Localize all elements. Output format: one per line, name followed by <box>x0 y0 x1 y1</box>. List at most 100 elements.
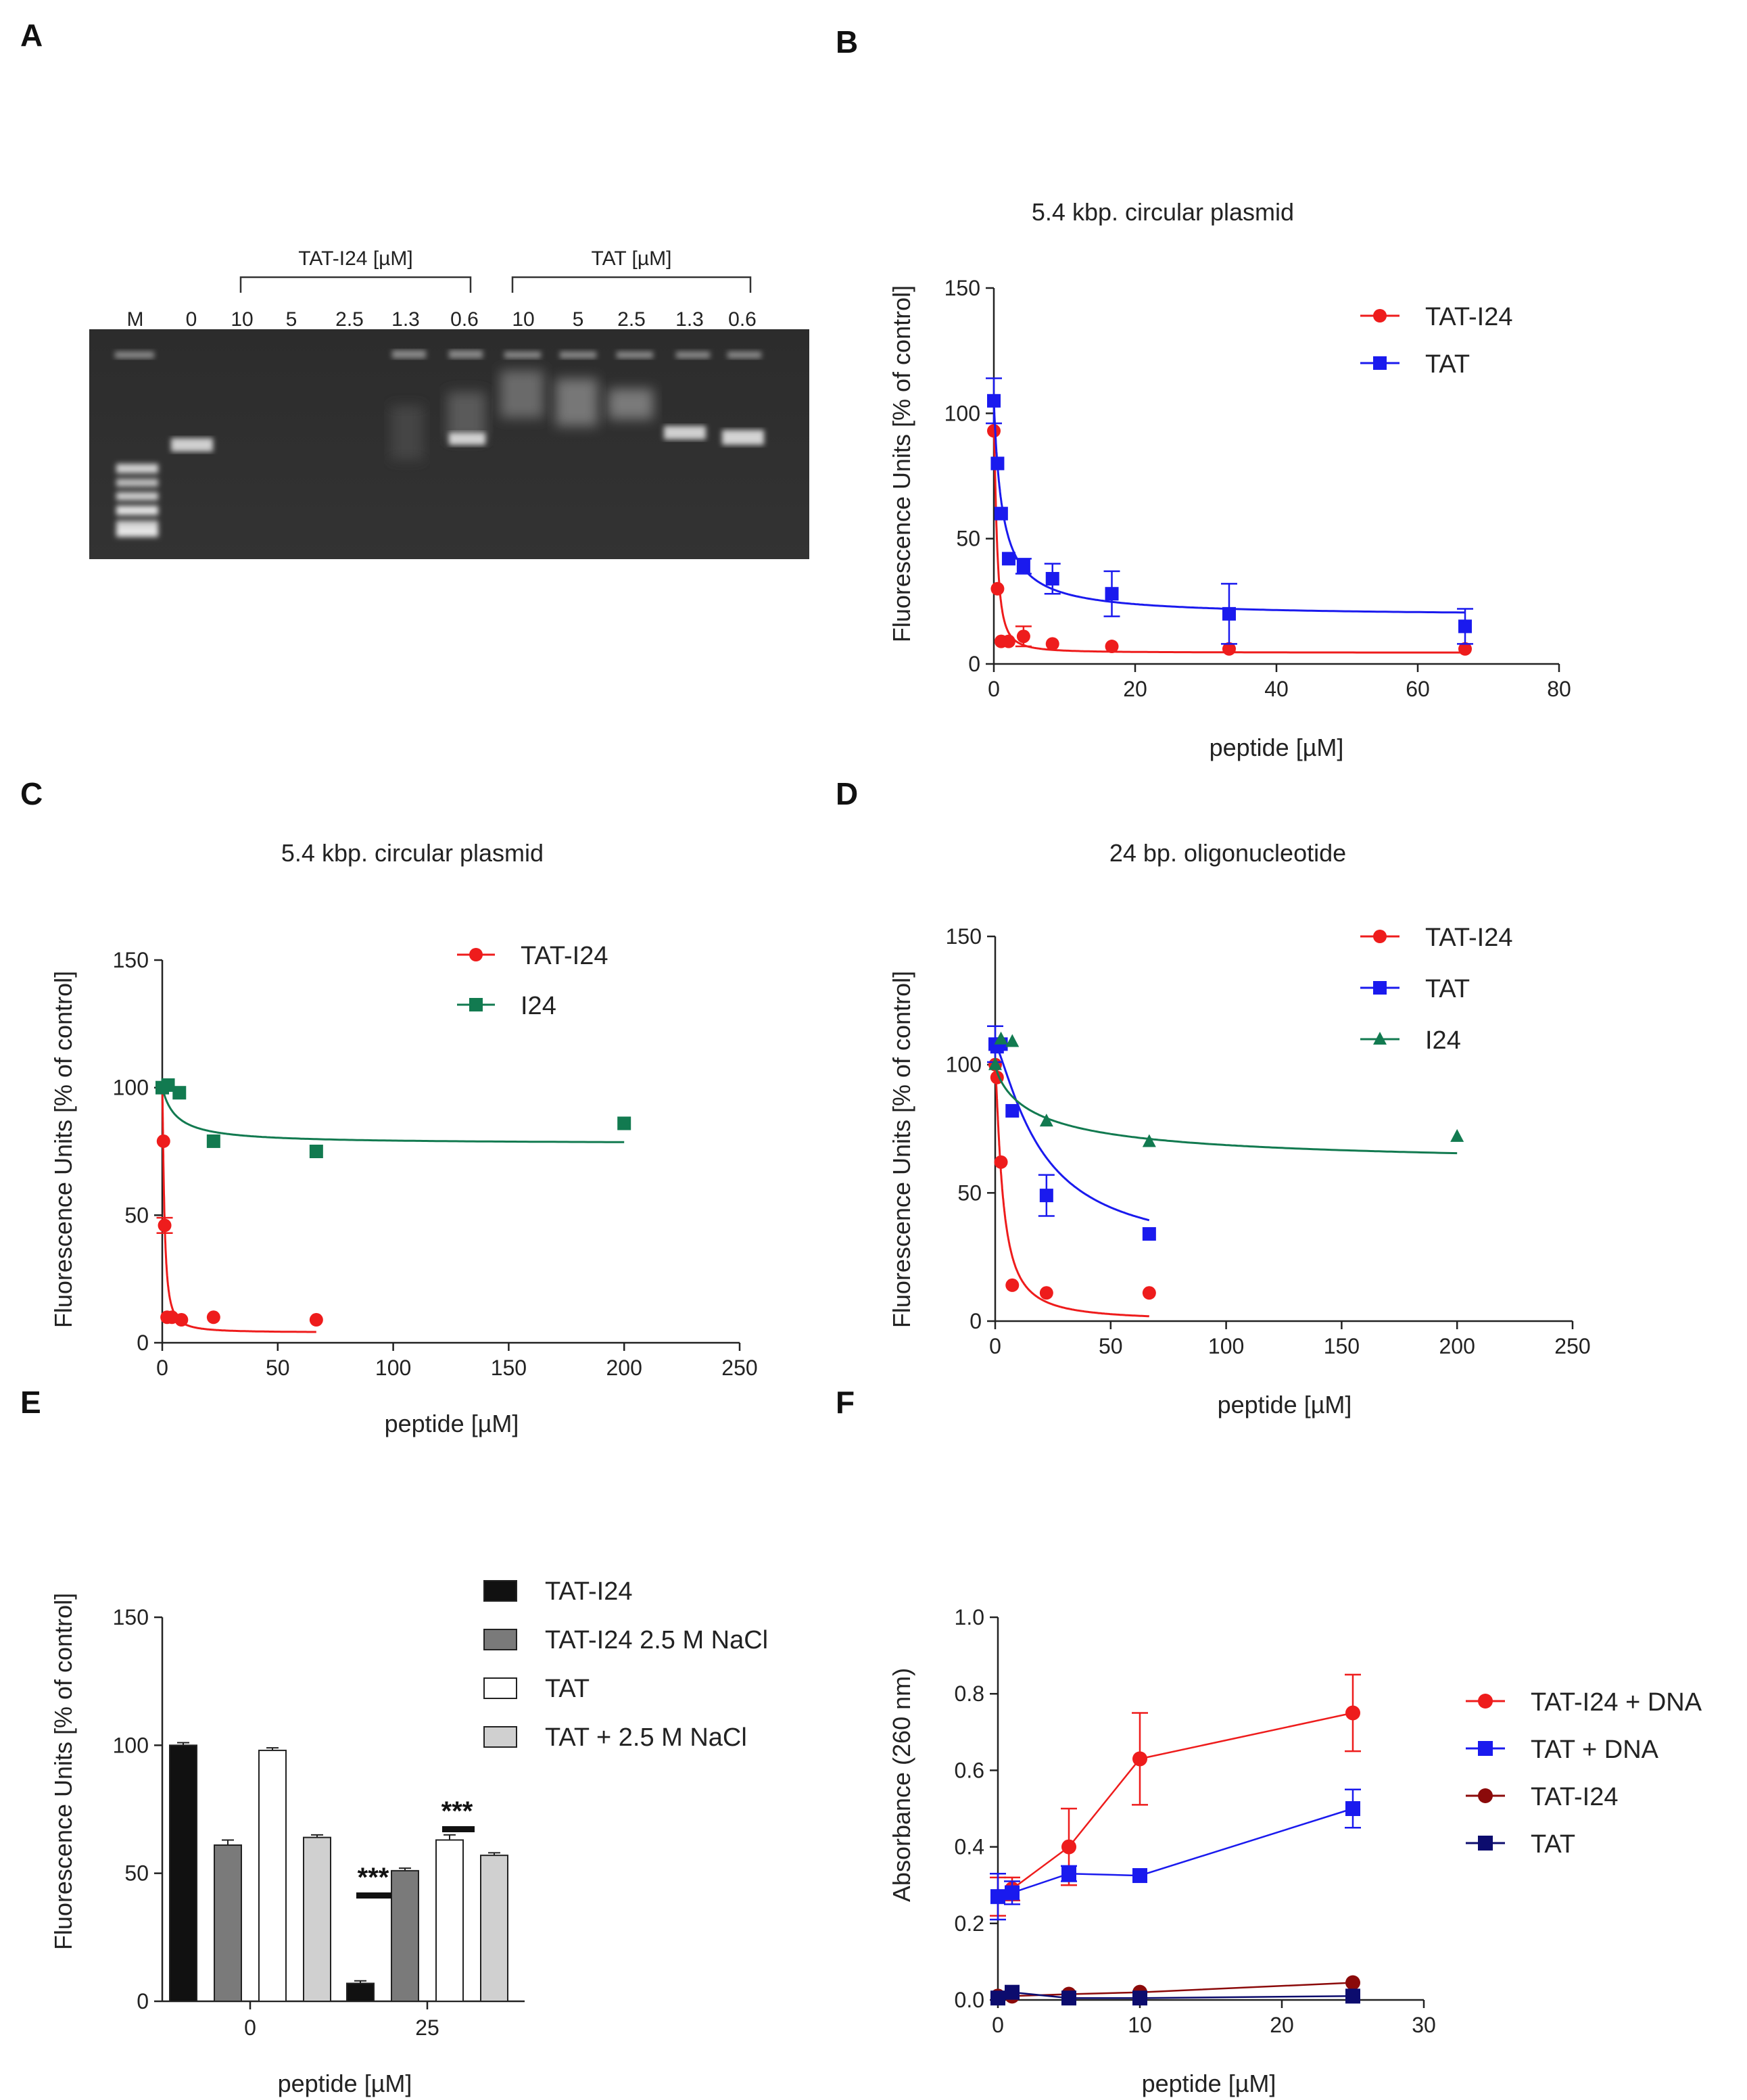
data-point <box>1345 1801 1360 1816</box>
data-point <box>1039 1114 1053 1127</box>
y-tick-label: 50 <box>957 1180 982 1205</box>
legend-label: TAT <box>1425 975 1470 1003</box>
legend-swatch <box>483 1580 517 1602</box>
data-point <box>156 1134 170 1148</box>
x-tick-label: 40 <box>1264 677 1289 701</box>
legend-marker <box>469 998 483 1011</box>
data-point <box>1005 1278 1020 1292</box>
chart-d: 24 bp. oligonucleotide Fluorescence Unit… <box>888 839 1591 1418</box>
chart-d-xlabel: peptide [µM] <box>1218 1391 1352 1418</box>
legend-label: TAT-I24 <box>545 1577 633 1606</box>
significance-bar <box>356 1892 391 1899</box>
significance-bar <box>442 1826 475 1832</box>
panel-letter-a: A <box>20 18 43 53</box>
fit-curve <box>992 400 1465 614</box>
data-point <box>1132 1868 1147 1884</box>
series-line <box>997 1712 1354 1898</box>
x-tick-label: 200 <box>606 1356 642 1380</box>
y-tick-label: 50 <box>124 1861 149 1886</box>
x-tick-label: 0 <box>992 2013 1004 2037</box>
data-point <box>1458 642 1473 656</box>
bar <box>346 1982 375 2003</box>
legend-label: TAT + DNA <box>1531 1736 1659 1764</box>
chart-c: 5.4 kbp. circular plasmid Fluorescence U… <box>49 839 758 1437</box>
data-point <box>1061 1866 1076 1882</box>
legend-label: TAT + 2.5 M NaCl <box>545 1723 747 1752</box>
y-tick-label: 100 <box>113 1076 149 1100</box>
lane-label: 0 <box>186 308 197 331</box>
legend-label: I24 <box>521 992 556 1020</box>
y-tick-label: 0 <box>137 1331 149 1355</box>
chart-c-xlabel: peptide [µM] <box>385 1410 519 1437</box>
lane-label: 5 <box>286 308 297 331</box>
chart-f-xlabel: peptide [µM] <box>1142 2070 1276 2097</box>
x-tick-label: 0 <box>989 1334 1001 1358</box>
lane-label: 10 <box>512 308 534 331</box>
legend-label: I24 <box>1425 1026 1461 1055</box>
panel-a-gel: TAT-I24 [µM] TAT [µM] M 0 10 5 2.5 1.3 0… <box>89 247 809 559</box>
bar <box>258 1749 287 2003</box>
x-tick-label: 60 <box>1406 677 1430 701</box>
lane-label: 2.5 <box>335 308 364 331</box>
x-tick-label: 80 <box>1547 677 1571 701</box>
tat-bracket <box>511 276 752 293</box>
data-point <box>994 506 1008 521</box>
x-tick-label: 150 <box>491 1356 527 1380</box>
data-point <box>990 1990 1005 2006</box>
data-point <box>994 1155 1008 1169</box>
legend-label: TAT-I24 <box>1425 924 1513 952</box>
y-tick-label: 0 <box>968 652 980 676</box>
x-tick-label: 50 <box>266 1356 290 1380</box>
data-point <box>1345 1988 1360 2004</box>
data-point <box>988 1057 1002 1070</box>
chart-b: 5.4 kbp. circular plasmid Fluorescence U… <box>888 198 1571 761</box>
legend-marker <box>1478 1836 1493 1851</box>
fit-curve <box>992 430 1465 654</box>
y-tick-label: 0.2 <box>955 1911 984 1936</box>
chart-f: Absorbance (260 nm) peptide [µM] 0 10 20 30… <box>888 1605 1702 2097</box>
legend-marker <box>1373 930 1387 943</box>
data-point <box>161 1078 175 1092</box>
bar <box>169 1744 197 2002</box>
x-tick-label: 10 <box>1128 2013 1152 2037</box>
legend-swatch <box>483 1629 517 1650</box>
data-point <box>1345 1705 1360 1721</box>
data-point <box>1105 640 1119 654</box>
data-point <box>994 1031 1008 1045</box>
y-tick-label: 50 <box>956 527 980 551</box>
data-point <box>1458 619 1473 634</box>
data-point <box>1005 1984 1020 2000</box>
chart-b-xlabel: peptide [µM] <box>1210 734 1344 761</box>
data-point <box>990 1889 1005 1905</box>
data-point <box>309 1145 323 1158</box>
y-tick-label: 150 <box>946 924 982 949</box>
chart-f-ylabel: Absorbance (260 nm) <box>888 1668 915 1902</box>
legend-label: TAT <box>545 1675 590 1703</box>
legend-label: TAT-I24 <box>1425 303 1513 331</box>
data-point <box>1142 1227 1156 1241</box>
y-tick-label: 150 <box>944 276 980 300</box>
series-line <box>997 1807 1354 1898</box>
lane-label: 0.6 <box>728 308 757 331</box>
chart-b-ylabel: Fluorescence Units [% of control] <box>888 285 915 642</box>
legend-marker <box>1478 1788 1493 1803</box>
data-point <box>206 1310 220 1325</box>
chart-d-ylabel: Fluorescence Units [% of control] <box>888 971 915 1328</box>
data-point <box>1061 1990 1076 2006</box>
panel-letter-d: D <box>836 776 858 811</box>
y-tick-label: 0.4 <box>955 1835 984 1859</box>
data-point <box>1001 634 1015 648</box>
x-tick-label: 0 <box>156 1356 168 1380</box>
panel-letter-c: C <box>20 776 43 811</box>
x-tick-label: 20 <box>1123 677 1147 701</box>
data-point <box>1222 606 1236 621</box>
x-tick-label: 100 <box>375 1356 411 1380</box>
y-tick-label: 150 <box>113 1605 149 1629</box>
significance-label-tat-i24: *** <box>358 1863 389 1892</box>
tat-i24-group-label: TAT-I24 [µM] <box>298 247 413 270</box>
data-point <box>206 1134 220 1148</box>
data-point <box>1222 642 1236 656</box>
data-point <box>1105 587 1119 601</box>
y-tick-label: 150 <box>113 948 149 972</box>
data-point <box>990 581 1005 596</box>
